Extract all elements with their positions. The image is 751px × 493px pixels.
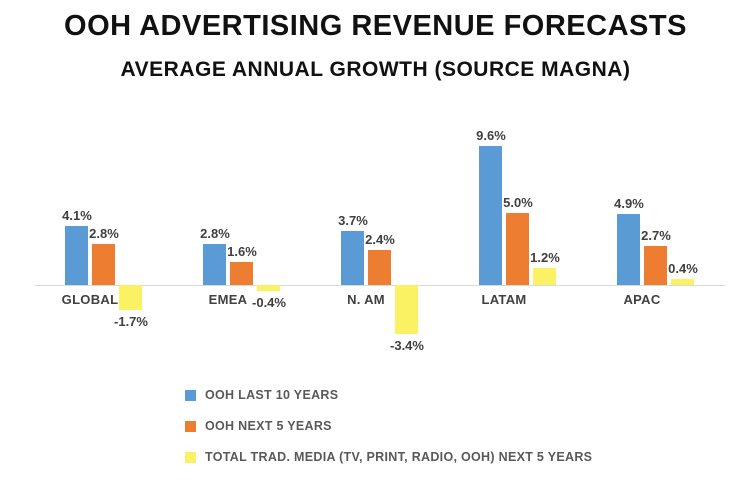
bar-blue	[479, 145, 502, 285]
bar-value-label: 1.6%	[227, 243, 257, 259]
legend-item: TOTAL TRAD. MEDIA (TV, PRINT, RADIO, OOH…	[185, 450, 592, 464]
bar-value-label: 2.4%	[365, 232, 395, 248]
category-label: EMEA	[208, 292, 248, 307]
legend-label: OOH NEXT 5 YEARS	[205, 419, 332, 433]
bar-orange	[92, 244, 115, 285]
bar-chart: 4.1% 2.8% -1.7% GLOBAL 2.8% 1.6% -0.4% EMEA 3.7%…	[35, 108, 725, 370]
legend-item: OOH LAST 10 YEARS	[185, 388, 592, 402]
bars: 9.6% 5.0% 1.2%	[476, 108, 560, 370]
bar-value-label: 4.9%	[614, 195, 644, 211]
bar-value-label: -3.4%	[390, 338, 424, 354]
category-label: GLOBAL	[61, 292, 119, 307]
bar-value-label: 1.2%	[530, 249, 560, 265]
bar-orange	[230, 261, 253, 285]
bar-orange	[368, 250, 391, 285]
bars: 4.9% 2.7% 0.4%	[614, 108, 698, 370]
bar-group-emea: 2.8% 1.6% -0.4% EMEA	[173, 108, 311, 370]
bar-orange	[506, 212, 529, 285]
legend-label: TOTAL TRAD. MEDIA (TV, PRINT, RADIO, OOH…	[205, 450, 593, 464]
bar-group-latam: 9.6% 5.0% 1.2% LATAM	[449, 108, 587, 370]
bar-group-apac: 4.9% 2.7% 0.4% APAC	[587, 108, 725, 370]
legend-item: OOH NEXT 5 YEARS	[185, 419, 592, 433]
bar-blue	[341, 231, 364, 285]
bar-blue	[617, 213, 640, 285]
legend-swatch-orange	[185, 420, 196, 432]
category-label: LATAM	[481, 292, 527, 307]
bar-yellow	[257, 285, 280, 291]
bar-value-label: 9.6%	[476, 127, 506, 143]
category-label: APAC	[623, 292, 661, 307]
bar-value-label: 3.7%	[338, 213, 368, 229]
bar-yellow	[395, 285, 418, 335]
bar-group-global: 4.1% 2.8% -1.7% GLOBAL	[35, 108, 173, 370]
category-label: N. AM	[347, 292, 385, 307]
bar-yellow	[671, 279, 694, 285]
bars: 3.7% 2.4% -3.4%	[338, 108, 424, 370]
bar-blue	[65, 225, 88, 285]
bar-value-label: 0.4%	[668, 261, 698, 277]
bar-group-n-am: 3.7% 2.4% -3.4% N. AM	[311, 108, 449, 370]
x-axis-line	[35, 285, 725, 286]
bars: 2.8% 1.6% -0.4%	[200, 108, 286, 370]
bars: 4.1% 2.8% -1.7%	[62, 108, 148, 370]
bar-value-label: 4.1%	[62, 207, 92, 223]
bar-value-label: 5.0%	[503, 194, 533, 210]
bar-value-label: 2.7%	[641, 227, 671, 243]
bar-yellow	[533, 267, 556, 285]
bar-value-label: -0.4%	[252, 294, 286, 310]
legend-label: OOH LAST 10 YEARS	[205, 388, 339, 402]
legend-swatch-blue	[185, 389, 196, 401]
bar-value-label: 2.8%	[200, 226, 230, 242]
bar-value-label: -1.7%	[114, 313, 148, 329]
page-title: OOH ADVERTISING REVENUE FORECASTS	[64, 10, 687, 42]
bar-orange	[644, 245, 667, 285]
bar-blue	[203, 244, 226, 285]
page-subtitle: AVERAGE ANNUAL GROWTH (SOURCE MAGNA)	[120, 58, 631, 81]
bar-yellow	[119, 285, 142, 310]
bar-value-label: 2.8%	[89, 226, 119, 242]
legend-swatch-yellow	[185, 451, 196, 463]
chart-legend: OOH LAST 10 YEARS OOH NEXT 5 YEARS TOTAL…	[185, 388, 592, 464]
